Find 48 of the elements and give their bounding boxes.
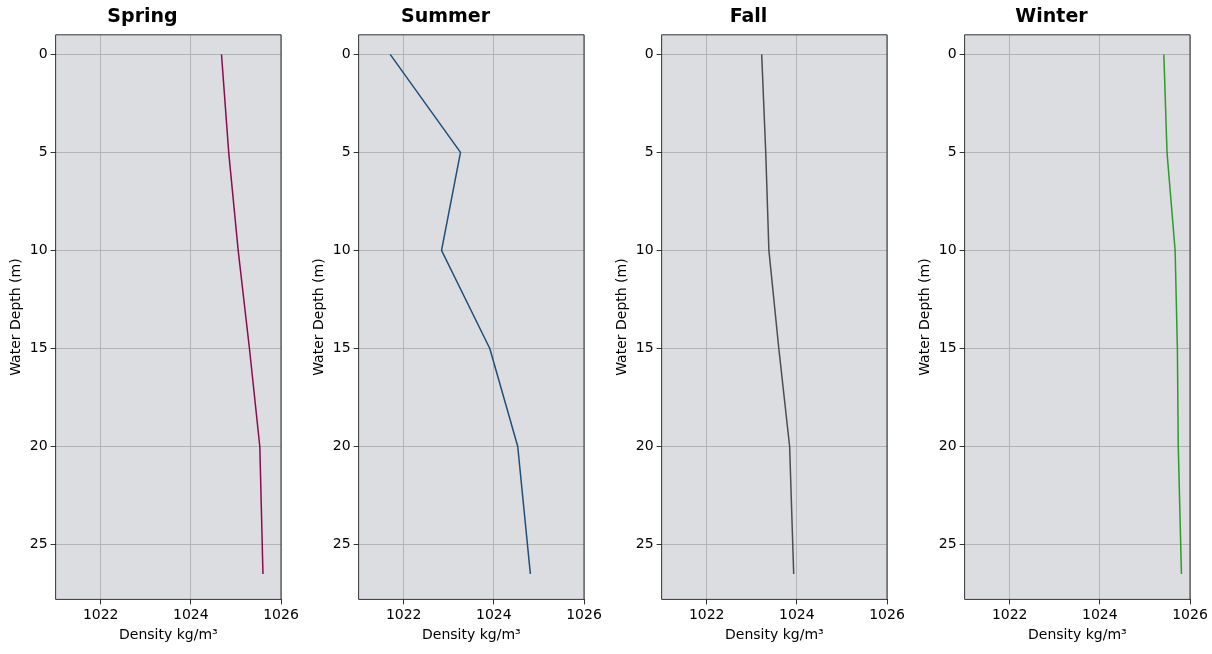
y-tick-label: 25: [635, 535, 654, 552]
y-tick-label: 20: [332, 437, 351, 454]
x-axis-title: Density kg/m³: [118, 626, 218, 643]
y-tick-label: 20: [635, 437, 654, 454]
y-tick-label: 10: [332, 241, 351, 258]
y-tick-label: 0: [947, 45, 957, 62]
x-tick-label: 1026: [869, 606, 905, 623]
x-axis-title: Density kg/m³: [1027, 626, 1127, 643]
x-axis-title: Density kg/m³: [421, 626, 521, 643]
y-tick-label: 10: [635, 241, 654, 258]
y-axis-title: Water Depth (m): [916, 258, 933, 376]
y-tick-label: 0: [38, 45, 48, 62]
x-tick-label: 1022: [385, 606, 422, 623]
y-tick-label: 5: [644, 143, 654, 160]
x-tick-label: 1024: [173, 606, 209, 623]
chart-title: Summer: [400, 4, 491, 27]
x-tick-label: 1022: [82, 606, 119, 623]
y-axis-title: Water Depth (m): [613, 258, 630, 376]
x-axis-title: Density kg/m³: [724, 626, 824, 643]
y-tick-label: 5: [341, 143, 351, 160]
x-tick-label: 1024: [779, 606, 815, 623]
x-tick-label: 1026: [1172, 606, 1208, 623]
y-tick-label: 0: [644, 45, 654, 62]
x-tick-label: 1024: [476, 606, 512, 623]
y-tick-label: 25: [29, 535, 48, 552]
chart-title: Spring: [107, 4, 178, 27]
chart-title: Winter: [1015, 4, 1089, 27]
y-tick-label: 20: [938, 437, 957, 454]
y-tick-label: 15: [938, 339, 957, 356]
x-tick-label: 1024: [1082, 606, 1118, 623]
y-tick-label: 15: [29, 339, 48, 356]
y-tick-label: 20: [29, 437, 48, 454]
chart-title: Fall: [729, 4, 768, 27]
y-tick-label: 15: [635, 339, 654, 356]
y-axis-title: Water Depth (m): [310, 258, 327, 376]
y-axis-title: Water Depth (m): [7, 258, 24, 376]
y-tick-label: 10: [938, 241, 957, 258]
y-tick-label: 5: [38, 143, 48, 160]
y-tick-label: 10: [29, 241, 48, 258]
y-tick-label: 25: [332, 535, 351, 552]
y-tick-label: 25: [938, 535, 957, 552]
y-tick-label: 15: [332, 339, 351, 356]
x-tick-label: 1026: [263, 606, 299, 623]
x-tick-label: 1026: [566, 606, 602, 623]
y-tick-label: 5: [947, 143, 957, 160]
x-tick-label: 1022: [688, 606, 725, 623]
x-tick-label: 1022: [991, 606, 1028, 623]
y-tick-label: 0: [341, 45, 351, 62]
